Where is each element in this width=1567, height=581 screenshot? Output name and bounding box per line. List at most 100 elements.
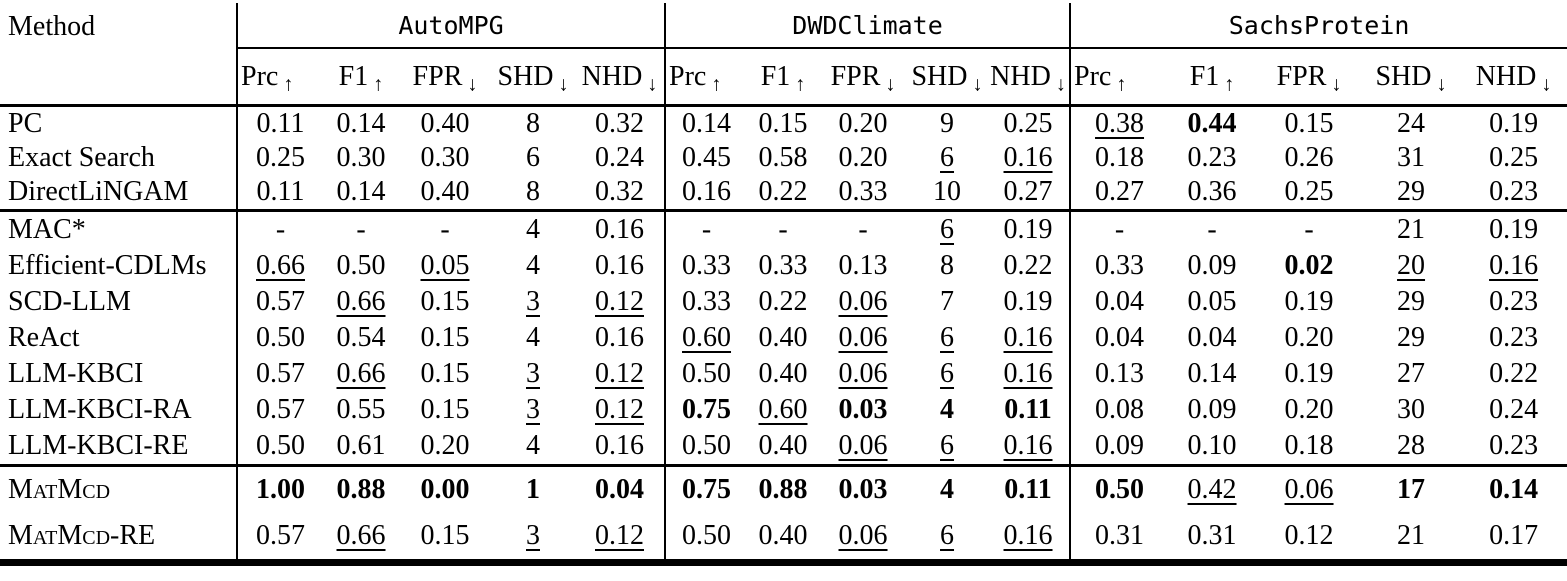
metric-cell: 0.18 bbox=[1069, 141, 1169, 175]
arrow-up-icon: ↑ bbox=[795, 73, 806, 96]
metric-cell: 0.22 bbox=[987, 248, 1070, 284]
metric-value: 0.25 bbox=[1003, 108, 1053, 139]
metric-value: 0.57 bbox=[256, 286, 305, 317]
metric-cell: 0.19 bbox=[987, 211, 1070, 249]
table-row: SCD-LLM 0.57 0.66 0.15 3 0.12 0.33 0.22 0.06 7 0.1… bbox=[0, 284, 1567, 320]
metric-value: 0.18 bbox=[1095, 142, 1145, 173]
metric-value: - bbox=[275, 214, 286, 245]
metric-value: 0.00 bbox=[420, 474, 470, 505]
metric-value: 0.44 bbox=[1187, 108, 1237, 139]
metric-value: - bbox=[1207, 214, 1217, 245]
metric-value: 4 bbox=[526, 322, 540, 353]
method-name: LLM-KBCI bbox=[8, 358, 144, 389]
metric-value: 0.40 bbox=[420, 176, 470, 207]
metric-cell: - bbox=[664, 210, 748, 248]
metric-value: 0.55 bbox=[336, 394, 386, 425]
metric-value: 0.09 bbox=[1095, 430, 1145, 461]
metric-cell: 0.33 bbox=[747, 248, 819, 284]
metric-value: 0.45 bbox=[682, 142, 732, 173]
metric-cell: 6 bbox=[907, 211, 987, 249]
metric-value: 0.20 bbox=[838, 142, 888, 173]
metric-label: F1 bbox=[1189, 60, 1220, 92]
method-name: MatMcd bbox=[8, 474, 111, 505]
metric-cell: 0.20 bbox=[1256, 320, 1362, 356]
metric-label: F1 bbox=[760, 60, 791, 92]
metric-cell: 0.27 bbox=[987, 175, 1070, 211]
arrow-down-icon: ↓ bbox=[1055, 73, 1066, 96]
metric-value: - bbox=[1114, 214, 1125, 245]
arrow-down-icon: ↓ bbox=[1331, 73, 1342, 96]
metric-value: 30 bbox=[1397, 394, 1426, 425]
metric-value: 0.15 bbox=[758, 108, 808, 139]
metric-value: 0.10 bbox=[1187, 430, 1237, 461]
metric-cell: 0.38 bbox=[1069, 105, 1169, 141]
metric-cell: 0.66 bbox=[323, 356, 399, 392]
metric-cell: 0.19 bbox=[1256, 356, 1362, 392]
metric-value: 0.25 bbox=[256, 142, 305, 173]
arrow-up-icon: ↑ bbox=[373, 73, 384, 96]
metric-value: 0.24 bbox=[1489, 394, 1539, 425]
metric-cell: 10 bbox=[907, 175, 987, 211]
metric-value: - bbox=[440, 214, 450, 245]
metric-value: 0.06 bbox=[838, 286, 888, 317]
metric-value: 0.12 bbox=[595, 358, 644, 389]
metric-cell: 0.19 bbox=[1256, 284, 1362, 320]
metric-header-nhd-sachsprotein: NHD ↓ bbox=[1460, 48, 1567, 107]
metric-value: 0.50 bbox=[1095, 474, 1145, 505]
metric-cell: 0.03 bbox=[819, 392, 907, 428]
metric-value: 4 bbox=[526, 250, 540, 281]
metric-value: 4 bbox=[526, 430, 540, 461]
metric-cell: 0.14 bbox=[664, 105, 748, 141]
metric-cell: 0.06 bbox=[819, 284, 907, 320]
metric-cell: 0.44 bbox=[1168, 106, 1256, 142]
metric-value: 0.16 bbox=[682, 176, 732, 207]
method-name: MAC* bbox=[8, 214, 86, 245]
metric-value: 0.14 bbox=[1187, 358, 1237, 389]
metric-value: 0.57 bbox=[256, 520, 305, 551]
metric-value: 0.05 bbox=[1187, 286, 1237, 317]
metric-cell: 0.88 bbox=[747, 466, 819, 514]
metric-value: 6 bbox=[526, 142, 540, 173]
metric-value: 0.57 bbox=[256, 394, 305, 425]
metric-cell: 0.61 bbox=[323, 428, 399, 466]
metric-cell: 0.50 bbox=[664, 513, 748, 563]
metric-cell: 27 bbox=[1362, 356, 1460, 392]
metric-value: 0.40 bbox=[758, 430, 808, 461]
metric-value: 0.19 bbox=[1003, 214, 1053, 245]
metric-cell: 28 bbox=[1362, 428, 1460, 466]
table-row: PC 0.11 0.14 0.40 8 0.32 0.14 0.15 0.20 9 0.25 0.38… bbox=[0, 105, 1567, 142]
metric-value: 0.15 bbox=[420, 358, 470, 389]
metric-value: 24 bbox=[1397, 108, 1426, 139]
metric-cell: 0.40 bbox=[747, 356, 819, 392]
metric-value: 6 bbox=[940, 322, 955, 353]
metric-cell: 0.13 bbox=[819, 248, 907, 284]
metric-cell: 0.50 bbox=[664, 428, 748, 466]
metric-value: 0.50 bbox=[682, 358, 732, 389]
metric-cell: 4 bbox=[491, 248, 575, 284]
method-name: PC bbox=[8, 108, 43, 139]
metric-cell: 0.27 bbox=[1069, 175, 1169, 211]
metric-value: 0.15 bbox=[420, 286, 470, 317]
metric-header-row: Prc ↑ F1 ↑ FPR ↓ SHD ↓ NHD ↓ Prc ↑ F1 ↑ FPR ↓ SHD ↓ NHD ↓ Pr… bbox=[0, 48, 1567, 107]
metric-cell: 0.88 bbox=[323, 466, 399, 514]
metric-cell: 4 bbox=[491, 428, 575, 466]
metric-cell: 3 bbox=[491, 356, 575, 392]
metric-cell: 0.24 bbox=[1460, 392, 1567, 428]
metric-cell: 1.00 bbox=[236, 465, 323, 513]
metric-cell: 0.15 bbox=[1256, 106, 1362, 142]
metric-value: 0.66 bbox=[336, 286, 386, 317]
metric-cell: 0.04 bbox=[575, 466, 665, 514]
metric-value: - bbox=[778, 214, 788, 245]
table-row: Efficient-CDLMs 0.66 0.50 0.05 4 0.16 0.33 0.33… bbox=[0, 248, 1567, 284]
metric-value: 0.33 bbox=[682, 250, 732, 281]
metric-value: 0.27 bbox=[1095, 176, 1145, 207]
metric-cell: 0.16 bbox=[1460, 248, 1567, 284]
metric-cell: 0.06 bbox=[819, 428, 907, 466]
metric-value: 4 bbox=[940, 474, 955, 505]
metric-value: 0.23 bbox=[1489, 322, 1539, 353]
metric-cell: 0.75 bbox=[664, 465, 748, 513]
arrow-down-icon: ↓ bbox=[885, 73, 896, 96]
metric-value: 8 bbox=[526, 176, 540, 207]
metric-value: 0.60 bbox=[758, 394, 808, 425]
table-row: LLM-KBCI-RA 0.57 0.55 0.15 3 0.12 0.75 0.60 0.03… bbox=[0, 392, 1567, 428]
